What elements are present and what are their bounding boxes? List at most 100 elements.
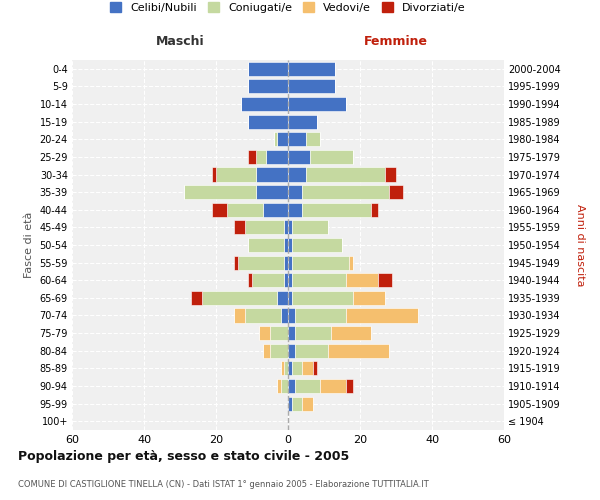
Bar [288, 97, 346, 111]
Bar [346, 379, 353, 393]
Bar [212, 168, 216, 181]
Text: Popolazione per età, sesso e stato civile - 2005: Popolazione per età, sesso e stato civil… [18, 450, 349, 463]
Bar [245, 220, 284, 234]
Bar [270, 344, 288, 358]
Bar [288, 80, 335, 94]
Bar [277, 132, 288, 146]
Bar [248, 238, 284, 252]
Bar [378, 273, 392, 287]
Bar [234, 220, 245, 234]
Text: Femmine: Femmine [364, 34, 428, 48]
Bar [288, 62, 335, 76]
Bar [248, 80, 288, 94]
Bar [248, 114, 288, 128]
Bar [331, 326, 371, 340]
Bar [241, 97, 288, 111]
Bar [284, 362, 288, 376]
Bar [310, 150, 353, 164]
Bar [389, 185, 403, 199]
Bar [277, 291, 288, 305]
Bar [371, 202, 378, 217]
Bar [252, 273, 284, 287]
Bar [292, 238, 342, 252]
Bar [295, 326, 331, 340]
Bar [184, 185, 256, 199]
Bar [216, 168, 256, 181]
Bar [277, 379, 281, 393]
Bar [385, 168, 396, 181]
Bar [248, 62, 288, 76]
Bar [256, 150, 266, 164]
Bar [349, 256, 353, 270]
Bar [263, 202, 288, 217]
Bar [346, 273, 378, 287]
Bar [292, 291, 353, 305]
Y-axis label: Fasce di età: Fasce di età [24, 212, 34, 278]
Bar [281, 379, 288, 393]
Bar [256, 185, 288, 199]
Bar [191, 291, 202, 305]
Bar [295, 308, 346, 322]
Bar [306, 132, 320, 146]
Legend: Celibi/Nubili, Coniugati/e, Vedovi/e, Divorziati/e: Celibi/Nubili, Coniugati/e, Vedovi/e, Di… [107, 0, 469, 16]
Bar [295, 344, 328, 358]
Bar [256, 168, 288, 181]
Bar [302, 185, 389, 199]
Bar [302, 202, 371, 217]
Bar [284, 220, 288, 234]
Bar [328, 344, 389, 358]
Bar [288, 168, 306, 181]
Bar [248, 150, 256, 164]
Bar [288, 132, 306, 146]
Bar [288, 185, 302, 199]
Bar [288, 273, 292, 287]
Bar [288, 379, 295, 393]
Bar [292, 273, 346, 287]
Bar [263, 344, 270, 358]
Bar [288, 308, 295, 322]
Bar [234, 308, 245, 322]
Bar [270, 326, 288, 340]
Bar [288, 326, 295, 340]
Bar [313, 362, 317, 376]
Bar [288, 291, 292, 305]
Bar [320, 379, 346, 393]
Bar [281, 362, 284, 376]
Bar [353, 291, 385, 305]
Y-axis label: Anni di nascita: Anni di nascita [575, 204, 585, 286]
Bar [302, 396, 313, 410]
Text: Maschi: Maschi [155, 34, 205, 48]
Bar [259, 326, 270, 340]
Bar [346, 308, 418, 322]
Bar [238, 256, 284, 270]
Bar [234, 256, 238, 270]
Bar [288, 362, 292, 376]
Bar [248, 273, 252, 287]
Bar [288, 220, 292, 234]
Bar [212, 202, 227, 217]
Bar [292, 256, 349, 270]
Bar [284, 273, 288, 287]
Bar [292, 396, 302, 410]
Bar [288, 396, 292, 410]
Bar [288, 256, 292, 270]
Bar [202, 291, 277, 305]
Bar [288, 344, 295, 358]
Bar [295, 379, 320, 393]
Bar [292, 220, 328, 234]
Bar [288, 150, 310, 164]
Bar [227, 202, 263, 217]
Bar [284, 238, 288, 252]
Bar [288, 114, 317, 128]
Bar [284, 256, 288, 270]
Bar [292, 362, 302, 376]
Bar [288, 238, 292, 252]
Bar [274, 132, 277, 146]
Bar [281, 308, 288, 322]
Text: COMUNE DI CASTIGLIONE TINELLA (CN) - Dati ISTAT 1° gennaio 2005 - Elaborazione T: COMUNE DI CASTIGLIONE TINELLA (CN) - Dat… [18, 480, 429, 489]
Bar [302, 362, 313, 376]
Bar [245, 308, 281, 322]
Bar [266, 150, 288, 164]
Bar [288, 202, 302, 217]
Bar [306, 168, 385, 181]
